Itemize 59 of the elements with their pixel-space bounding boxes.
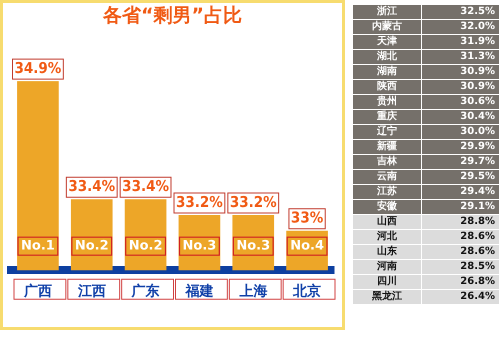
data-label: 30.0% <box>422 124 500 140</box>
category-label: 陕西 <box>352 80 422 94</box>
category-label: 湖北 <box>352 50 422 64</box>
category-label: 浙江 <box>352 4 422 20</box>
x-tick-label: 广东 <box>130 282 160 298</box>
annotation: No.3 <box>182 238 216 254</box>
x-tick-label: 广西 <box>22 282 52 298</box>
category-label: 内蒙古 <box>352 20 422 34</box>
data-label: 29.5% <box>422 170 500 184</box>
x-tick-label: 上海 <box>238 282 268 298</box>
annotation: No.2 <box>128 238 162 254</box>
data-label: 32.5% <box>422 4 500 20</box>
category-label: 吉林 <box>352 154 422 170</box>
data-label: 34.9% <box>14 58 62 77</box>
data-label: 30.9% <box>422 64 500 80</box>
data-label: 26.8% <box>422 274 500 290</box>
category-label: 河南 <box>352 260 422 274</box>
x-tick-label: 北京 <box>292 282 322 298</box>
category-label: 黑龙江 <box>352 290 422 304</box>
data-label: 28.6% <box>422 230 500 244</box>
data-label: 26.4% <box>422 290 500 304</box>
category-label: 新疆 <box>352 140 422 154</box>
category-label: 江苏 <box>352 184 422 200</box>
category-label: 辽宁 <box>352 124 422 140</box>
data-label: 33.4% <box>68 177 116 196</box>
annotation: No.4 <box>290 238 324 254</box>
data-label: 30.4% <box>422 110 500 124</box>
annotation: No.1 <box>21 238 55 254</box>
category-label: 安徽 <box>352 200 422 214</box>
data-label: 31.9% <box>422 34 500 50</box>
category-label: 四川 <box>352 274 422 290</box>
data-label: 30.6% <box>422 94 500 110</box>
data-label: 33.2% <box>230 192 278 211</box>
category-label: 湖南 <box>352 64 422 80</box>
data-label: 29.1% <box>422 200 500 214</box>
data-label: 29.4% <box>422 184 500 200</box>
chart-title: 各省“剩男”占比 <box>102 4 242 26</box>
data-label: 30.9% <box>422 80 500 94</box>
category-label: 山东 <box>352 244 422 260</box>
data-label: 33% <box>290 208 324 227</box>
data-label: 29.9% <box>422 140 500 154</box>
data-label: 29.7% <box>422 154 500 170</box>
annotation: No.3 <box>236 238 270 254</box>
category-label: 云南 <box>352 170 422 184</box>
category-label: 重庆 <box>352 110 422 124</box>
data-label: 28.6% <box>422 244 500 260</box>
category-label: 天津 <box>352 34 422 50</box>
category-label: 河北 <box>352 230 422 244</box>
data-label: 32.0% <box>422 20 500 34</box>
category-label: 贵州 <box>352 94 422 110</box>
data-label: 33.4% <box>122 177 170 196</box>
data-label: 31.3% <box>422 50 500 64</box>
annotation: No.2 <box>74 238 109 254</box>
x-tick-label: 江西 <box>76 282 106 298</box>
category-label: 山西 <box>352 214 422 230</box>
data-label: 33.2% <box>176 192 224 211</box>
x-tick-label: 福建 <box>184 282 214 298</box>
data-label: 28.5% <box>422 260 500 274</box>
data-label: 28.8% <box>422 214 500 230</box>
